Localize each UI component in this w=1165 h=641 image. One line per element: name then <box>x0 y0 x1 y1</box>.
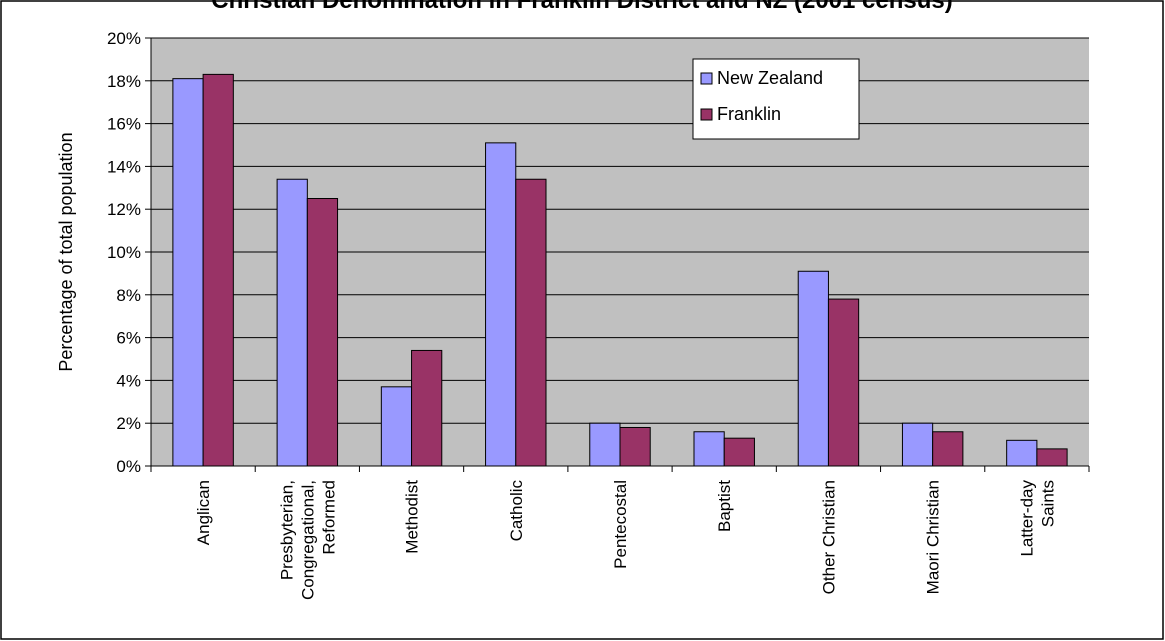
x-category-label: Latter-day Saints <box>1017 480 1057 557</box>
x-category-label: Baptist <box>715 480 734 532</box>
bar <box>932 431 964 467</box>
bar <box>589 422 621 467</box>
bar <box>901 422 934 467</box>
y-tick-label: 2% <box>116 414 141 433</box>
y-tick-label: 16% <box>107 115 141 134</box>
y-axis-title: Percentage of total population <box>56 132 76 371</box>
y-tick-label: 20% <box>107 29 141 48</box>
legend-label: New Zealand <box>717 68 823 88</box>
x-category-label: Presbyterian, Congregational, Reformed <box>277 480 338 600</box>
y-tick-label: 4% <box>116 371 141 390</box>
y-tick-label: 12% <box>107 200 141 219</box>
legend: New Zealand Franklin <box>692 58 860 140</box>
bar <box>515 178 547 467</box>
x-category-label: Other Christian <box>819 480 838 594</box>
y-tick-label: 8% <box>116 286 141 305</box>
legend-swatch <box>700 108 713 121</box>
bar <box>1006 439 1038 467</box>
bar <box>306 198 339 467</box>
bar <box>202 73 234 467</box>
x-category-label: Maori Christian <box>924 480 943 594</box>
x-category-label: Methodist <box>403 480 422 554</box>
x-category-label: Anglican <box>194 480 213 545</box>
bar <box>380 386 413 467</box>
chart-title: Christian Denomination in Franklin Distr… <box>211 0 952 14</box>
y-tick-label: 6% <box>116 329 141 348</box>
bar <box>797 270 829 467</box>
legend-swatch <box>700 72 713 85</box>
y-tick-label: 0% <box>116 457 141 476</box>
y-tick-label: 18% <box>107 72 141 91</box>
axes <box>145 37 1090 472</box>
legend-label: Franklin <box>717 104 781 124</box>
bar <box>619 426 651 467</box>
bar <box>411 349 443 467</box>
bar <box>723 437 755 467</box>
y-tick-label: 10% <box>107 243 141 262</box>
y-tick-labels: 0% 2% 4% 6% 8% 10% 12% 14% 16% 18% 20% <box>107 29 141 476</box>
bar <box>172 78 204 467</box>
bars <box>172 73 1068 467</box>
bar <box>1036 448 1068 467</box>
legend-box <box>692 58 860 140</box>
x-category-labels: Anglican Presbyterian, Congregational, Refo… <box>194 480 1057 601</box>
bar <box>276 178 308 467</box>
bar <box>693 431 725 467</box>
y-tick-label: 14% <box>107 157 141 176</box>
bar <box>485 142 517 467</box>
bar <box>827 298 860 467</box>
x-category-label: Catholic <box>507 480 526 542</box>
x-category-label: Pentecostal <box>611 480 630 569</box>
